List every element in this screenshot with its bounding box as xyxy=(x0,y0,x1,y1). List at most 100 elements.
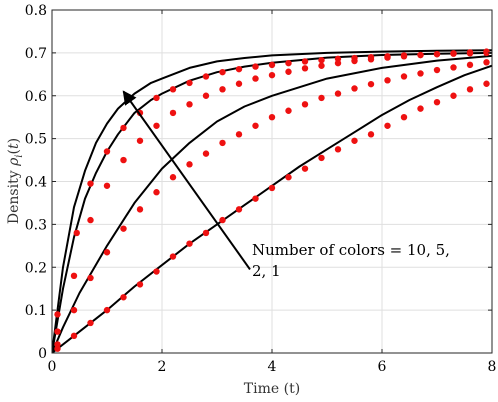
data-point xyxy=(301,58,309,65)
y-axis-label-t: t xyxy=(6,143,22,149)
data-point xyxy=(450,64,457,71)
y-tick-label: 0.4 xyxy=(25,175,47,191)
x-axis-label: Time (t) xyxy=(244,381,300,397)
data-point xyxy=(202,92,210,99)
data-point xyxy=(318,62,325,69)
data-point xyxy=(186,240,193,247)
data-point xyxy=(153,189,160,196)
data-point xyxy=(235,206,243,213)
data-point xyxy=(87,216,94,224)
data-point xyxy=(367,80,375,88)
data-point xyxy=(103,306,111,314)
x-tick-label: 2 xyxy=(158,359,167,375)
data-point xyxy=(136,206,144,213)
data-point xyxy=(301,65,309,72)
x-tick-label: 4 xyxy=(268,359,277,375)
annotation-text-line1: Number of colors = 10, 5, xyxy=(252,241,450,259)
data-point xyxy=(202,73,210,80)
series-line-1 xyxy=(52,49,492,353)
y-tick-label: 0.2 xyxy=(25,260,47,276)
data-point xyxy=(120,156,127,164)
data-point xyxy=(235,65,243,73)
data-point xyxy=(351,85,358,92)
data-point xyxy=(367,131,375,138)
data-point xyxy=(433,98,441,106)
annotation: Number of colors = 10, 5, 2, 1 xyxy=(122,90,450,280)
data-point xyxy=(400,113,408,121)
data-point xyxy=(367,56,375,63)
data-point xyxy=(70,332,78,340)
data-point xyxy=(202,229,210,237)
data-point xyxy=(120,225,127,232)
y-axis-label-rho: ρ xyxy=(6,157,22,167)
data-point xyxy=(87,274,94,282)
annotation-text-line2: 2, 1 xyxy=(252,262,281,280)
data-point xyxy=(334,146,342,153)
data-point xyxy=(70,306,78,314)
data-point xyxy=(466,86,474,93)
data-point xyxy=(417,70,424,77)
data-point xyxy=(54,311,61,318)
data-point xyxy=(318,56,325,64)
x-tick-label: 0 xyxy=(48,359,57,375)
data-point xyxy=(153,122,160,129)
annotation-arrow xyxy=(122,90,251,270)
y-axis-label-arg: ( xyxy=(6,149,22,154)
data-point xyxy=(334,90,342,97)
data-point xyxy=(235,131,243,138)
data-point xyxy=(301,101,309,108)
data-point xyxy=(285,174,292,181)
y-axis-label-word: Density xyxy=(6,166,22,224)
data-point xyxy=(186,79,193,87)
y-axis-label-close: ) xyxy=(6,138,22,143)
data-point xyxy=(417,105,424,112)
data-point xyxy=(252,75,259,82)
data-point xyxy=(186,101,193,108)
data-point xyxy=(103,148,111,155)
y-tick-label: 0.1 xyxy=(25,303,47,319)
data-point xyxy=(466,61,474,69)
data-point xyxy=(268,113,276,121)
data-point xyxy=(103,182,111,189)
data-point xyxy=(301,165,309,172)
data-point xyxy=(136,281,144,288)
data-point xyxy=(433,66,441,74)
data-point xyxy=(351,57,358,65)
data-point xyxy=(268,184,276,192)
data-point xyxy=(169,174,177,181)
data-point xyxy=(400,53,408,60)
x-tick-label: 6 xyxy=(378,359,387,375)
data-point xyxy=(169,253,177,260)
data-point xyxy=(186,161,193,168)
data-point xyxy=(466,49,474,56)
y-axis-label: Density ρi(t) xyxy=(6,138,25,224)
data-point xyxy=(202,150,210,157)
data-point xyxy=(235,80,243,87)
data-point xyxy=(433,50,441,58)
data-point xyxy=(87,180,94,187)
data-point xyxy=(268,71,276,79)
data-point xyxy=(120,124,127,132)
y-tick-label: 0.6 xyxy=(25,89,47,105)
data-point xyxy=(153,94,160,102)
data-point xyxy=(252,63,259,70)
data-point xyxy=(169,109,177,117)
data-point xyxy=(285,107,292,114)
data-point xyxy=(483,59,490,66)
ticks: 0 2 4 6 8 0 0.1 0.2 0.3 0.4 0.5 0.6 0.7 0.8 xyxy=(25,3,497,375)
y-tick-label: 0.5 xyxy=(25,132,47,148)
data-point xyxy=(483,80,490,87)
x-tick-label: 8 xyxy=(488,359,497,375)
data-point xyxy=(450,92,457,99)
data-point xyxy=(334,59,342,67)
data-point xyxy=(219,216,226,224)
data-point xyxy=(70,272,78,280)
data-point xyxy=(54,328,61,335)
y-tick-label: 0 xyxy=(38,346,47,362)
data-point xyxy=(318,154,325,162)
data-point xyxy=(318,94,325,102)
data-point xyxy=(252,195,259,202)
data-point xyxy=(384,54,391,61)
data-point xyxy=(219,139,226,147)
